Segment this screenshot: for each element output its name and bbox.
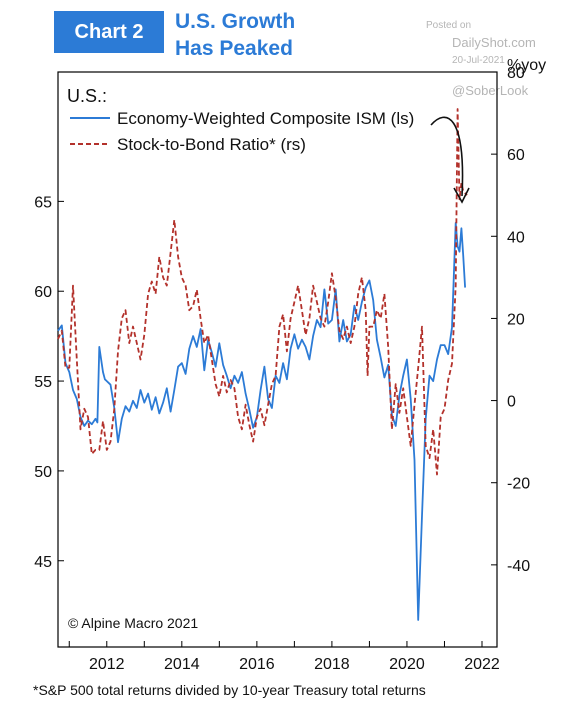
watermark-site: DailyShot.com <box>452 35 536 50</box>
chart-title: U.S.: <box>67 86 107 106</box>
right-axis-tick-label: 0 <box>507 394 516 411</box>
x-axis-tick-label: 2016 <box>239 656 275 673</box>
left-axis-tick-label: 65 <box>34 194 52 211</box>
left-axis-tick-label: 60 <box>34 284 52 301</box>
plot-frame <box>57 71 498 648</box>
stock-bond-ratio-series-line <box>57 108 468 476</box>
x-axis-tick-label: 2020 <box>389 656 425 673</box>
left-axis-tick-label: 45 <box>34 554 52 571</box>
right-axis-tick-label: -20 <box>507 476 530 493</box>
right-axis-unit: %yoy <box>507 57 546 74</box>
left-axis-tick-label: 50 <box>34 464 52 481</box>
legend-label: Economy-Weighted Composite ISM (ls) <box>117 109 414 128</box>
chart-headline: U.S. Growth Has Peaked <box>175 8 295 62</box>
right-axis-tick-label: 80 <box>507 65 525 82</box>
watermark-posted: Posted on <box>426 20 472 31</box>
left-axis-tick-label: 55 <box>34 374 52 391</box>
ism-series-line <box>57 222 466 621</box>
footnote: *S&P 500 total returns divided by 10-yea… <box>33 682 426 698</box>
right-axis-tick-label: 40 <box>507 229 525 246</box>
headline-line-1: U.S. Growth <box>175 10 296 33</box>
chart-number-badge: Chart 2 <box>54 11 164 53</box>
x-axis-tick-label: 2014 <box>164 656 200 673</box>
headline-line-2: Has Peaked <box>175 37 293 60</box>
watermark-date: 20-Jul-2021 <box>452 55 505 66</box>
x-axis-tick-label: 2012 <box>89 656 125 673</box>
watermark-handle: @SoberLook <box>452 83 529 98</box>
x-axis-tick-label: 2018 <box>314 656 350 673</box>
right-axis-tick-label: -40 <box>507 558 530 575</box>
source-label: © Alpine Macro 2021 <box>68 615 198 631</box>
peak-arrow <box>430 116 464 197</box>
legend-label: Stock-to-Bond Ratio* (rs) <box>117 135 306 154</box>
peak-arrow-head <box>453 187 470 204</box>
right-axis-tick-label: 20 <box>507 311 525 328</box>
right-axis-tick-label: 60 <box>507 147 525 164</box>
x-axis-tick-label: 2022 <box>464 656 500 673</box>
